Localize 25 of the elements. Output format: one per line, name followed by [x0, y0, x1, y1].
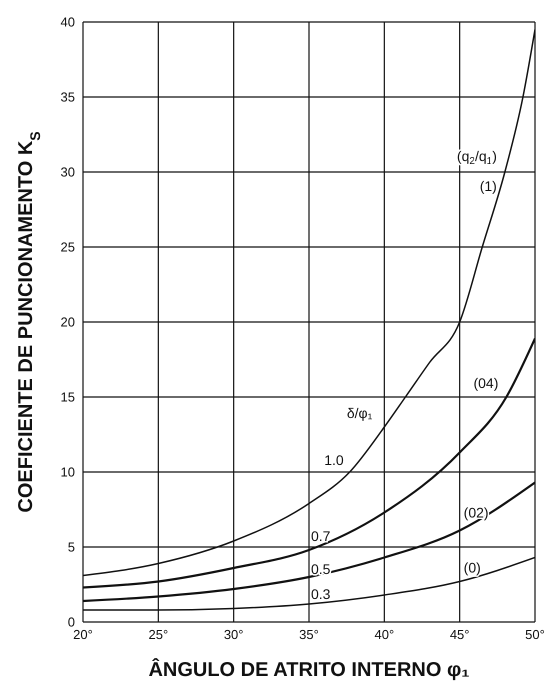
y-tick-label: 30 [60, 164, 75, 180]
x-tick-label: 45° [450, 627, 470, 642]
y-tick-label: 10 [60, 464, 75, 480]
y-tick-label: 0 [68, 614, 75, 630]
y-tick-label: 5 [68, 540, 75, 555]
annotation: δ/φ₁ [346, 405, 373, 421]
x-tick-label: 35° [299, 627, 319, 642]
y-tick-label: 25 [60, 240, 75, 255]
y-tick-label: 15 [60, 390, 75, 405]
x-axis-title: ÂNGULO DE ATRITO INTERNO φ₁ [148, 658, 470, 681]
y-tick-label: 35 [60, 90, 75, 105]
annotation: 0.7 [311, 528, 331, 544]
y-tick-label: 20 [60, 314, 75, 330]
x-tick-label: 40° [374, 627, 394, 642]
annotation: 0.3 [311, 586, 331, 602]
annotation: (04) [473, 375, 498, 391]
annotation: (1) [480, 178, 497, 194]
annotation: (0) [464, 560, 481, 576]
y-tick-label: 40 [60, 14, 75, 30]
annotation: (02) [464, 504, 489, 520]
x-tick-label: 25° [148, 627, 168, 642]
x-tick-label: 20° [73, 627, 93, 642]
x-tick-label: 30° [224, 627, 244, 642]
x-tick-label: 50° [525, 627, 545, 642]
annotation: 1.0 [324, 452, 344, 468]
